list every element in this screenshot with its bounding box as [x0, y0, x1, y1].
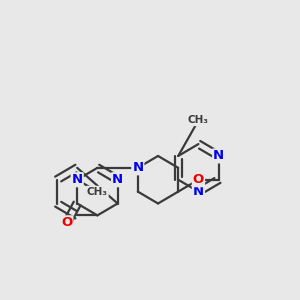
Text: N: N [193, 185, 204, 198]
Text: N: N [213, 149, 224, 162]
Text: N: N [132, 161, 143, 174]
Text: CH₃: CH₃ [87, 187, 108, 196]
Text: CH₃: CH₃ [188, 115, 209, 125]
Text: N: N [72, 173, 83, 186]
Text: O: O [61, 216, 72, 229]
Text: O: O [193, 173, 204, 186]
Text: N: N [112, 173, 123, 186]
